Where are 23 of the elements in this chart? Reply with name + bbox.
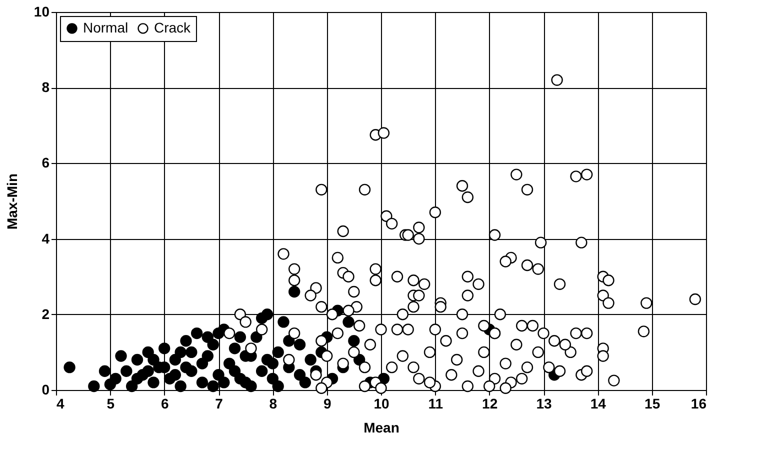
- x-tick-label: 7: [215, 396, 224, 412]
- x-tick-label: 13: [536, 396, 552, 412]
- x-tick-label: 6: [160, 396, 169, 412]
- y-tick-label: 6: [42, 154, 50, 171]
- x-tick-label: 10: [374, 396, 390, 412]
- x-tick-label: 4: [56, 396, 64, 412]
- x-axis-title: Mean: [364, 420, 400, 436]
- x-tick-label: 11: [428, 396, 444, 412]
- y-tick-label: 0: [42, 382, 50, 398]
- x-tick-label: 5: [106, 396, 115, 412]
- y-tick-label: 2: [42, 306, 50, 322]
- legend-label: Crack: [154, 19, 192, 36]
- y-tick-label: 4: [42, 230, 50, 246]
- x-tick-label: 12: [482, 396, 498, 412]
- legend-label: Normal: [83, 19, 128, 36]
- y-tick-label: 8: [42, 79, 50, 96]
- x-tick-label: 9: [323, 396, 332, 412]
- y-tick-label: 10: [34, 4, 50, 20]
- x-tick-label: 16: [690, 396, 707, 412]
- x-tick-label: 8: [269, 396, 278, 412]
- x-tick-label: 14: [590, 396, 606, 412]
- x-tick-label: 15: [644, 396, 660, 412]
- y-axis-title: Max-Min: [4, 174, 20, 230]
